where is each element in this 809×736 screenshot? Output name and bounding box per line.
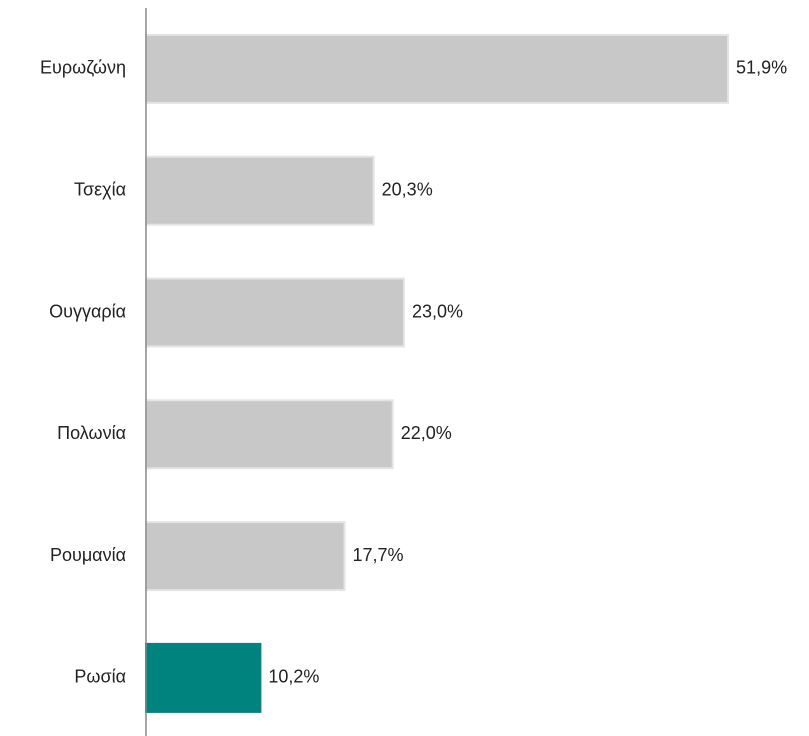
value-label: 10,2% (268, 667, 319, 687)
y-tick-label: Ευρωζώνη (40, 58, 126, 78)
value-label: 23,0% (412, 301, 463, 321)
y-tick-label: Τσεχία (74, 179, 126, 199)
bar (145, 155, 375, 226)
bar (145, 33, 730, 104)
value-label: 20,3% (382, 179, 433, 199)
bar (145, 277, 405, 348)
y-tick-label: Πολωνία (57, 423, 126, 443)
bar (145, 521, 346, 592)
value-label: 17,7% (353, 545, 404, 565)
value-label: 51,9% (736, 58, 787, 78)
bar (145, 642, 262, 713)
y-tick-label: Ρωσία (74, 667, 126, 687)
y-tick-label: Ουγγαρία (49, 301, 126, 321)
bar (145, 399, 394, 470)
value-label: 22,0% (401, 423, 452, 443)
y-tick-label: Ρουμανία (50, 545, 126, 565)
